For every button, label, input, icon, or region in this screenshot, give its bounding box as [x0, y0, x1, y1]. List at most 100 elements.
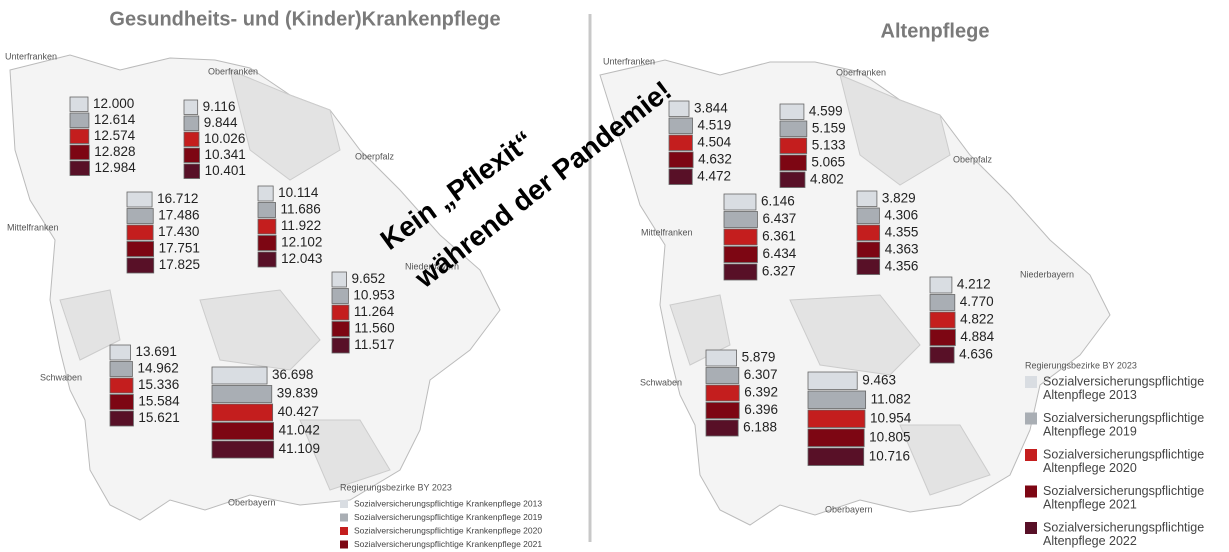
legend-title: Regierungsbezirke BY 2023	[1025, 360, 1137, 370]
value-label: 17.430	[158, 224, 199, 239]
bar	[856, 258, 881, 275]
value-label: 10.114	[278, 185, 319, 200]
value-label: 12.043	[281, 251, 322, 266]
legend-swatch	[1025, 485, 1037, 498]
value-label: 6.437	[762, 211, 796, 226]
bar	[705, 384, 740, 402]
value-label: 4.212	[957, 277, 991, 292]
map-patch	[199, 289, 321, 371]
region-label: Oberpfalz	[953, 154, 993, 164]
legend-swatch	[1025, 412, 1037, 425]
legend-swatch	[1025, 522, 1037, 534]
value-label: 11.264	[354, 304, 395, 319]
bar	[257, 218, 277, 235]
bar	[69, 96, 89, 112]
legend-swatch	[340, 500, 348, 508]
bar	[257, 202, 276, 218]
value-label: 36.698	[272, 367, 313, 382]
value-label: 4.355	[885, 224, 919, 239]
bar	[723, 211, 758, 228]
value-label: 4.599	[809, 103, 843, 118]
region-label: Oberpfalz	[355, 151, 395, 161]
value-label: 9.844	[204, 115, 238, 130]
legend-label: Sozialversicherungspflichtige	[1043, 520, 1204, 534]
value-label: 6.327	[762, 264, 796, 279]
bar	[668, 117, 693, 134]
region-label: Oberfranken	[208, 66, 258, 76]
value-label: 6.434	[762, 246, 796, 261]
value-label: 9.116	[203, 99, 236, 114]
value-label: 5.159	[812, 120, 846, 135]
map-patch	[669, 294, 731, 366]
value-label: 12.574	[94, 128, 136, 143]
value-label: 6.146	[761, 194, 795, 209]
region-label: Oberbayern	[825, 504, 873, 514]
bar	[705, 419, 739, 437]
legend-label: Sozialversicherungspflichtige Krankenpfl…	[354, 512, 542, 522]
bar	[183, 115, 200, 131]
bar	[929, 311, 956, 329]
value-label: 4.472	[697, 168, 731, 183]
bar	[69, 160, 90, 176]
legend-swatch	[340, 513, 348, 522]
value-label: 4.356	[885, 258, 919, 273]
region-label: Mittelfranken	[7, 222, 59, 232]
value-label: 39.839	[277, 386, 318, 401]
value-label: 17.825	[159, 257, 200, 272]
bar	[109, 344, 131, 361]
legend-swatch	[340, 527, 348, 535]
value-label: 11.560	[354, 321, 394, 336]
legend-label: Sozialversicherungspflichtige Krankenpfl…	[354, 539, 542, 549]
bar	[705, 367, 740, 384]
value-label: 4.884	[960, 329, 994, 344]
bar	[257, 235, 277, 251]
legend-swatch	[1025, 376, 1037, 388]
value-label: 15.621	[138, 410, 179, 425]
legend-swatch	[1025, 449, 1037, 461]
bar	[183, 147, 200, 163]
value-label: 15.336	[138, 377, 179, 392]
bar	[807, 428, 865, 447]
value-label: 10.954	[870, 410, 912, 425]
map-patch	[839, 74, 951, 186]
bar	[807, 371, 858, 390]
value-label: 6.307	[744, 367, 778, 382]
value-label: 41.042	[279, 423, 320, 438]
value-label: 6.392	[744, 385, 778, 400]
bar	[126, 191, 153, 208]
value-label: 11.922	[281, 218, 321, 233]
map-patch	[789, 294, 921, 376]
value-label: 17.751	[159, 241, 200, 256]
value-label: 3.844	[694, 100, 728, 115]
bar	[126, 257, 155, 274]
bar	[69, 112, 90, 128]
bar	[723, 228, 758, 246]
bar	[807, 447, 865, 466]
value-label: 11.082	[871, 391, 911, 406]
value-label: 15.584	[138, 394, 180, 409]
region-label: Unterfranken	[5, 51, 57, 61]
bar	[69, 128, 90, 144]
bar	[668, 134, 693, 151]
legend-swatch	[340, 540, 348, 549]
legend-label: Altenpflege 2013	[1043, 388, 1137, 402]
region-label: Niederbayern	[405, 261, 459, 271]
value-label: 4.822	[960, 312, 994, 327]
legend-label: Altenpflege 2021	[1043, 497, 1137, 511]
bar	[807, 390, 867, 409]
value-label: 6.361	[762, 229, 796, 244]
region-label: Mittelfranken	[641, 227, 693, 237]
bar	[109, 410, 134, 427]
bar	[856, 190, 878, 207]
overlay-text: Kein „Pflexit“während der Pandemie!	[375, 75, 678, 295]
bar	[779, 171, 806, 188]
legend-label: Sozialversicherungspflichtige Krankenpfl…	[354, 525, 542, 535]
value-label: 12.614	[94, 112, 136, 127]
bar	[109, 394, 134, 410]
bar	[929, 276, 953, 294]
map-patch	[299, 419, 391, 491]
map-patch	[899, 424, 991, 496]
bar	[856, 241, 881, 258]
legend-label: Sozialversicherungspflichtige	[1043, 411, 1204, 425]
